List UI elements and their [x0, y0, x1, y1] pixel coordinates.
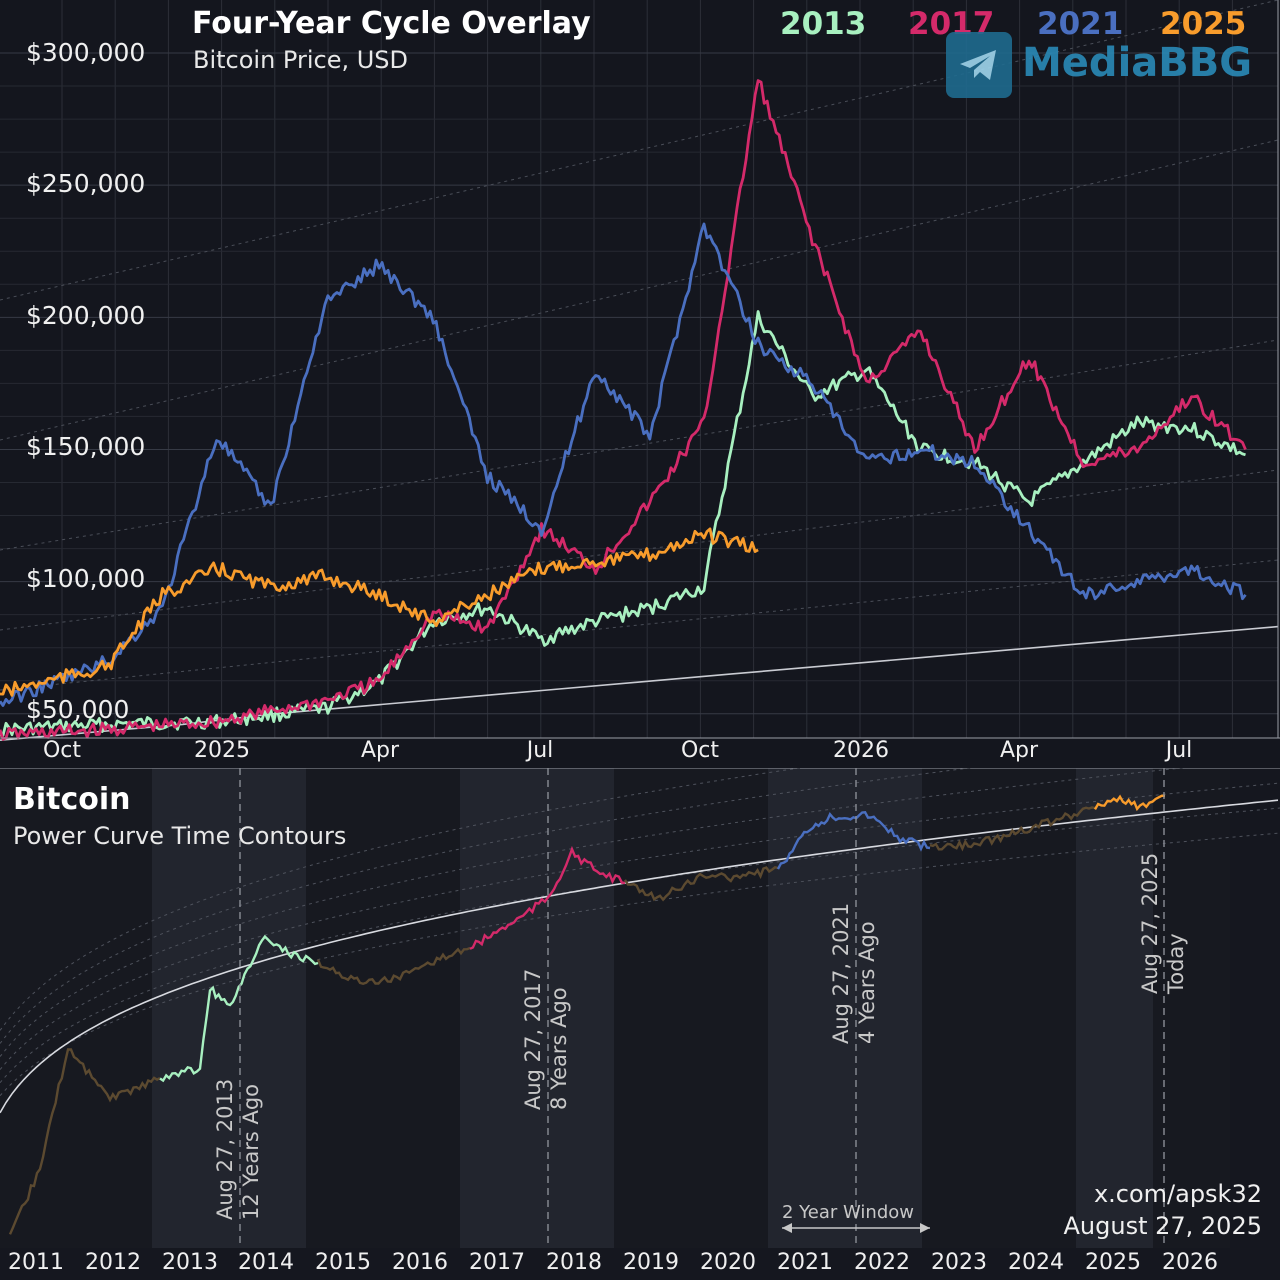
y-tick-label: $100,000 [26, 564, 146, 593]
year-tick-label: 2013 [162, 1250, 218, 1275]
power-curve-chart: Bitcoin Power Curve Time Contours Aug 27… [0, 768, 1280, 1280]
year-tick-label: 2026 [1162, 1250, 1218, 1275]
power-curve-plot [0, 768, 1280, 1248]
time-contour-line [0, 768, 803, 1031]
year-tick-label: 2023 [931, 1250, 987, 1275]
year-band [75, 768, 152, 1248]
series-line-2017 [0, 79, 1247, 741]
x-tick-label: Oct [42, 738, 82, 763]
marker-date: Aug 27, 2025 [1138, 852, 1162, 994]
x-tick-label: Jul [1165, 738, 1193, 763]
chart-title: Four-Year Cycle Overlay [192, 6, 591, 41]
price-history-segment [776, 811, 931, 870]
price-history-segment [1093, 794, 1166, 812]
year-band [614, 768, 691, 1248]
year-tick-label: 2017 [469, 1250, 525, 1275]
year-tick-label: 2015 [315, 1250, 371, 1275]
x-tick-label: Jul [526, 738, 554, 763]
marker-date: Aug 27, 2021 [829, 902, 853, 1044]
credit-handle: x.com/apsk32 [1093, 1180, 1262, 1208]
year-band [768, 768, 845, 1248]
bottom-chart-subtitle: Power Curve Time Contours [13, 822, 347, 850]
year-tick-label: 2011 [8, 1250, 64, 1275]
telegram-icon [946, 32, 1012, 98]
year-tick-label: 2018 [546, 1250, 602, 1275]
x-tick-label: 2026 [833, 738, 889, 763]
marker-note: 4 Years Ago [855, 921, 879, 1044]
series-line-2021 [0, 222, 1247, 707]
year-tick-label: 2025 [1085, 1250, 1141, 1275]
x-tick-label: Apr [360, 738, 400, 763]
series-line-2013 [0, 310, 1246, 737]
price-history-segment [623, 865, 779, 902]
y-tick-label: $50,000 [26, 695, 130, 724]
contour-line [0, 469, 1279, 631]
y-tick-label: $300,000 [26, 38, 146, 67]
x-tick-label: 2025 [194, 738, 250, 763]
price-history-segment [469, 845, 626, 950]
price-history-segment [8, 1048, 161, 1235]
year-band [999, 768, 1076, 1248]
year-band [1076, 768, 1153, 1248]
window-arrow-head-right [920, 1223, 930, 1233]
x-tick-label: Oct [680, 738, 720, 763]
window-label: 2 Year Window [782, 1202, 914, 1223]
marker-note: Today [1164, 933, 1188, 994]
window-arrow-head-left [782, 1223, 792, 1233]
y-tick-label: $250,000 [26, 169, 146, 198]
time-contour-line [0, 768, 974, 1044]
year-band [922, 768, 999, 1248]
series-line-2025 [0, 527, 759, 697]
power-curve-line [0, 799, 1279, 1114]
year-band [383, 768, 460, 1248]
year-band [152, 768, 229, 1248]
price-history-segment [316, 946, 471, 986]
year-tick-label: 2016 [392, 1250, 448, 1275]
year-band [0, 768, 75, 1248]
credit-date: August 27, 2025 [1063, 1212, 1263, 1240]
marker-date: Aug 27, 2013 [213, 1078, 237, 1220]
marker-label-2013: Aug 27, 2013 12 Years Ago [212, 1079, 264, 1220]
year-tick-label: 2024 [1008, 1250, 1064, 1275]
y-tick-label: $150,000 [26, 432, 146, 461]
contour-line [0, 0, 1279, 301]
marker-note: 8 Years Ago [547, 987, 571, 1110]
year-band [306, 768, 383, 1248]
bottom-chart-title: Bitcoin [13, 782, 131, 817]
year-tick-label: 2012 [85, 1250, 141, 1275]
year-tick-label: 2020 [700, 1250, 756, 1275]
year-band [229, 768, 306, 1248]
year-tick-label: 2021 [777, 1250, 833, 1275]
marker-label-2017: Aug 27, 2017 8 Years Ago [520, 969, 572, 1110]
year-tick-label: 2019 [623, 1250, 679, 1275]
time-contour-line [0, 768, 1187, 1057]
price-history-segment [929, 806, 1096, 852]
chart-subtitle: Bitcoin Price, USD [193, 46, 409, 74]
marker-note: 12 Years Ago [239, 1083, 263, 1220]
legend-2021: 2021 [1037, 6, 1124, 42]
cycle-overlay-plot [0, 0, 1280, 741]
year-band [1153, 768, 1230, 1248]
x-tick-label: Apr [999, 738, 1039, 763]
time-contour-line [0, 782, 1280, 1070]
year-band [537, 768, 614, 1248]
cycle-overlay-chart: Four-Year Cycle Overlay Bitcoin Price, U… [0, 0, 1280, 763]
legend-2013: 2013 [780, 6, 867, 42]
y-tick-label: $200,000 [26, 301, 146, 330]
year-band [460, 768, 537, 1248]
marker-label-2025: Aug 27, 2025 Today [1137, 853, 1189, 994]
legend-2025: 2025 [1160, 6, 1247, 42]
year-tick-label: 2022 [854, 1250, 910, 1275]
year-band [691, 768, 768, 1248]
watermark-text: MediaBBG [1022, 40, 1253, 86]
marker-label-2021: Aug 27, 2021 4 Years Ago [828, 903, 880, 1044]
marker-date: Aug 27, 2017 [521, 968, 545, 1110]
year-tick-label: 2014 [238, 1250, 294, 1275]
time-contour-line [0, 832, 1280, 1097]
contour-line [0, 339, 1279, 551]
contour-line [0, 139, 1279, 441]
